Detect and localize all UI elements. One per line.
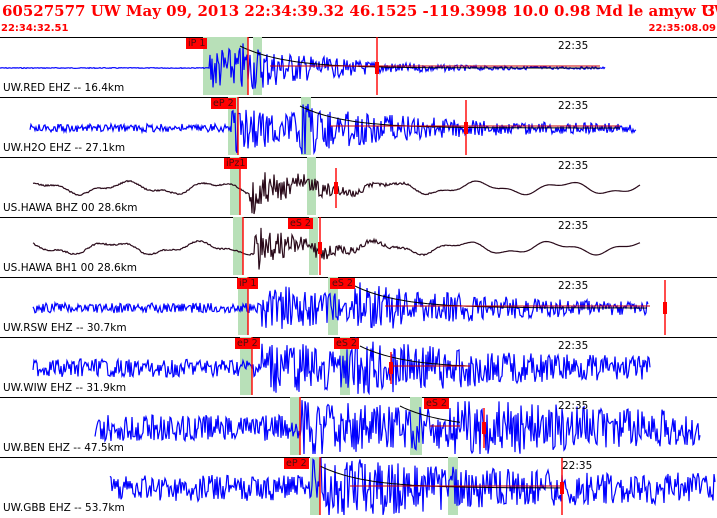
station-label: UW.GBB EHZ -- 53.7km: [3, 502, 125, 514]
panel-divider: [0, 37, 717, 38]
trace-panel[interactable]: 22:35 eP 2 eS 2 UW.WIW EHZ -- 31.9km: [0, 337, 717, 395]
seismic-trace: [32, 227, 641, 270]
waveform[interactable]: [0, 97, 717, 155]
coda-decay-curve: [354, 285, 647, 309]
p-window-band: [233, 217, 243, 275]
minute-tick-label: 22:35: [562, 460, 593, 472]
phase-pick-tag[interactable]: iP 1: [237, 278, 259, 289]
s-window-band: [253, 37, 262, 95]
s-window-band: [309, 217, 318, 275]
coda-end-handle: [334, 182, 338, 194]
phase-pick-tag[interactable]: eS 2: [424, 398, 449, 409]
window-end-time: 22:35:08.09: [648, 23, 716, 34]
event-suffix: 3: [704, 2, 715, 20]
coda-decay-curve: [299, 105, 620, 129]
seismic-trace: [0, 43, 606, 90]
phase-pick-tag[interactable]: iPz1: [224, 158, 248, 169]
coda-end-handle: [389, 362, 393, 374]
coda-end-handle: [560, 482, 564, 494]
minute-tick-label: 22:35: [558, 280, 589, 292]
station-label: US.HAWA BH1 00 28.6km: [3, 262, 138, 274]
waveform[interactable]: [0, 337, 717, 395]
p-window-band: [230, 157, 240, 215]
station-label: US.HAWA BHZ 00 28.6km: [3, 202, 138, 214]
phase-pick-tag[interactable]: eS 2: [288, 218, 313, 229]
trace-panel[interactable]: 22:35 iPz1 US.HAWA BHZ 00 28.6km: [0, 157, 717, 215]
panel-divider: [0, 397, 717, 398]
panel-divider: [0, 157, 717, 158]
p-window-band: [290, 397, 300, 455]
s-window-band: [328, 277, 338, 335]
panel-divider: [0, 277, 717, 278]
waveform[interactable]: [0, 277, 717, 335]
station-label: UW.WIW EHZ -- 31.9km: [3, 382, 127, 394]
waveform[interactable]: [0, 397, 717, 455]
trace-panel[interactable]: 22:35 iP 1 UW.RED EHZ -- 16.4km: [0, 37, 717, 95]
waveform[interactable]: [0, 37, 717, 95]
coda-end-handle: [375, 62, 379, 74]
phase-pick-tag[interactable]: eP 2: [211, 98, 236, 109]
p-window-band: [228, 97, 238, 155]
panel-divider: [0, 457, 717, 458]
window-start-time: 22:34:32.51: [1, 23, 69, 34]
p-window-band: [310, 457, 320, 515]
minute-tick-label: 22:35: [558, 340, 589, 352]
minute-tick-label: 22:35: [558, 400, 589, 412]
seismic-trace: [32, 337, 651, 395]
coda-decay-curve: [239, 45, 600, 69]
waveform[interactable]: [0, 457, 717, 515]
seismic-trace: [32, 282, 649, 329]
phase-pick-tag[interactable]: eP 2: [235, 338, 260, 349]
waveform[interactable]: [0, 217, 717, 275]
trace-panel[interactable]: 22:35 eP 2 UW.H2O EHZ -- 27.1km: [0, 97, 717, 155]
minute-tick-label: 22:35: [558, 100, 589, 112]
phase-pick-tag[interactable]: iP 1: [186, 38, 208, 49]
trace-panel[interactable]: 22:35 eS 2 UW.BEN EHZ -- 47.5km: [0, 397, 717, 455]
event-header: 60527577 UW May 09, 2013 22:34:39.32 46.…: [0, 0, 717, 22]
coda-decay-curve: [359, 345, 469, 367]
minute-tick-label: 22:35: [558, 40, 589, 52]
coda-decay-curve: [399, 405, 461, 423]
panel-divider: [0, 97, 717, 98]
station-label: UW.BEN EHZ -- 47.5km: [3, 442, 124, 454]
minute-tick-label: 22:35: [558, 160, 589, 172]
station-label: UW.RED EHZ -- 16.4km: [3, 82, 125, 94]
event-info: 60527577 UW May 09, 2013 22:34:39.32 46.…: [2, 2, 717, 20]
coda-end-handle: [482, 422, 486, 434]
minute-tick-label: 22:35: [558, 220, 589, 232]
station-label: UW.H2O EHZ -- 27.1km: [3, 142, 126, 154]
station-label: UW.RSW EHZ -- 30.7km: [3, 322, 127, 334]
panel-divider: [0, 217, 717, 218]
seismic-trace: [109, 457, 716, 515]
phase-pick-tag[interactable]: eS 2: [334, 338, 359, 349]
coda-end-handle: [318, 242, 322, 254]
phase-pick-tag[interactable]: eS 2: [330, 278, 355, 289]
panel-divider: [0, 337, 717, 338]
seismic-trace: [94, 400, 701, 455]
coda-end-handle: [464, 122, 468, 134]
coda-end-handle: [663, 302, 667, 314]
trace-panel[interactable]: 22:35 eS 2 US.HAWA BH1 00 28.6km: [0, 217, 717, 275]
phase-pick-tag[interactable]: eP 2: [284, 458, 309, 469]
trace-panel[interactable]: 22:35 eP 2 UW.GBB EHZ -- 53.7km: [0, 457, 717, 515]
trace-panel[interactable]: 22:35 iP 1 eS 2 UW.RSW EHZ -- 30.7km: [0, 277, 717, 335]
